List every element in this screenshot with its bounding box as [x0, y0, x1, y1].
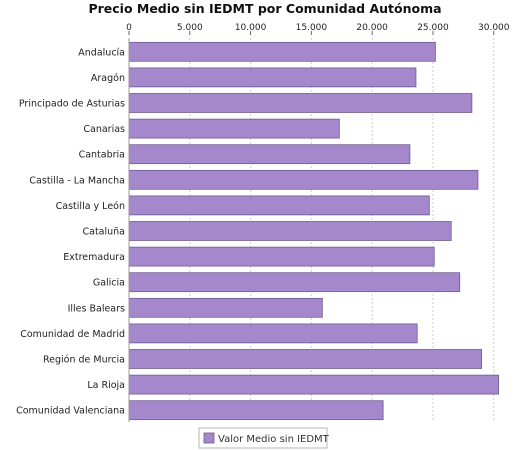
bar [128, 118, 340, 139]
bar [128, 246, 435, 267]
y-category-label: Comunidad Valenciana [16, 406, 125, 417]
x-tick-label: 10.000 [235, 23, 267, 33]
bar [128, 144, 411, 165]
y-category-label: La Rioja [87, 380, 125, 391]
y-category-label: Illes Balears [68, 303, 125, 314]
bar [128, 374, 500, 395]
x-tick-label: 20.000 [356, 23, 388, 33]
legend-swatch [203, 432, 215, 444]
bar [128, 169, 479, 190]
legend-box [198, 427, 328, 449]
bar [128, 297, 323, 318]
bar [128, 272, 461, 293]
y-category-label: Región de Murcia [43, 355, 125, 366]
y-category-label: Cantabria [79, 150, 125, 161]
y-category-label: Extremadura [63, 252, 125, 263]
x-tick-label: 0 [126, 23, 132, 33]
x-tick-label: 5.000 [177, 23, 203, 33]
bar [128, 400, 384, 421]
x-tick-label: 25.000 [417, 23, 449, 33]
y-category-label: Galicia [93, 278, 125, 289]
y-axis: Andalucía Aragón Principado de Asturias Can… [16, 47, 125, 416]
bar [128, 349, 483, 369]
bar [128, 93, 473, 113]
bar [128, 41, 436, 62]
legend: Valor Medio sin IEDMT [198, 427, 330, 449]
y-category-label: Castilla - La Mancha [29, 175, 125, 186]
x-tick-label: 15.000 [296, 23, 328, 33]
x-axis: 0 5.000 10.000 15.000 20.000 25.000 30.000 [126, 23, 510, 35]
y-category-label: Cataluña [82, 227, 125, 238]
legend-label: Valor Medio sin IEDMT [218, 434, 330, 445]
bar [128, 195, 430, 216]
bars [128, 41, 500, 421]
bar [128, 67, 417, 88]
y-category-label: Canarias [83, 124, 125, 135]
y-category-label: Principado de Asturias [19, 99, 125, 110]
bar [128, 323, 418, 344]
x-tick-label: 30.000 [478, 23, 510, 33]
y-category-label: Andalucía [78, 47, 125, 58]
y-category-label: Aragón [91, 73, 125, 84]
chart-title: Precio Medio sin IEDMT por Comunidad Aut… [88, 1, 441, 16]
y-category-label: Comunidad de Madrid [20, 329, 125, 340]
y-category-label: Castilla y León [56, 201, 125, 212]
bar [128, 221, 452, 241]
